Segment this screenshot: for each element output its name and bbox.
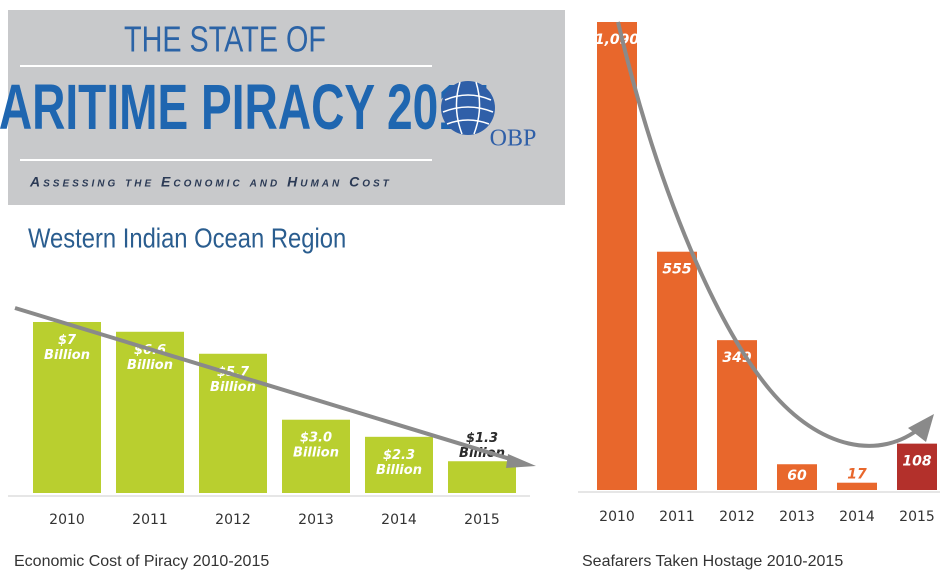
bar: [365, 436, 433, 493]
bar: [897, 443, 937, 490]
bar: [597, 22, 637, 490]
value-label: 17: [847, 467, 867, 483]
kicker: THE STATE OF: [124, 18, 326, 59]
title: MARITIME PIRACY 2015: [0, 72, 490, 143]
trend-arrow: [616, 21, 922, 448]
logo-lines: [442, 81, 494, 135]
x-tick-label: 2014: [381, 512, 417, 528]
region: Western Indian Ocean Region: [28, 222, 346, 254]
bar: [199, 353, 267, 493]
subtitle: Assessing the Economic and Human Cost: [29, 174, 392, 190]
value-label: $7 Billion: [44, 333, 90, 363]
x-tick-label: 2014: [839, 509, 875, 525]
trend-arrow: [14, 306, 521, 464]
value-label: 60: [787, 468, 807, 484]
x-tick-label: 2011: [132, 512, 168, 528]
x-tick-label: 2011: [659, 509, 695, 525]
arrow-head: [908, 414, 934, 442]
logo-globe: [441, 81, 495, 135]
bar: [33, 322, 101, 493]
x-tick-label: 2012: [719, 509, 755, 525]
x-tick-label: 2015: [464, 512, 500, 528]
bar: [116, 331, 184, 493]
arrow-head: [506, 454, 536, 468]
value-label: $3.0 Billion: [293, 430, 339, 460]
x-tick-label: 2013: [298, 512, 334, 528]
value-label: 1,090: [595, 32, 640, 48]
value-label: 108: [902, 454, 931, 470]
bar: [448, 461, 516, 493]
bar: [282, 419, 350, 493]
x-tick-label: 2010: [49, 512, 85, 528]
x-tick-label: 2012: [215, 512, 251, 528]
x-tick-label: 2013: [779, 509, 815, 525]
value-label: $5.7 Billion: [210, 364, 256, 394]
chart-title: Economic Cost of Piracy 2010-2015: [14, 553, 269, 570]
logo-text: OBP: [490, 126, 537, 152]
bar: [777, 464, 817, 490]
bar: [837, 482, 877, 490]
chart-title: Seafarers Taken Hostage 2010-2015: [582, 553, 843, 570]
value-label: $1.3 Billion: [459, 431, 505, 461]
x-tick-label: 2015: [899, 509, 935, 525]
value-label: 555: [662, 262, 691, 278]
bar: [657, 251, 697, 490]
value-label: $2.3 Billion: [376, 447, 422, 477]
x-tick-label: 2010: [599, 509, 635, 525]
